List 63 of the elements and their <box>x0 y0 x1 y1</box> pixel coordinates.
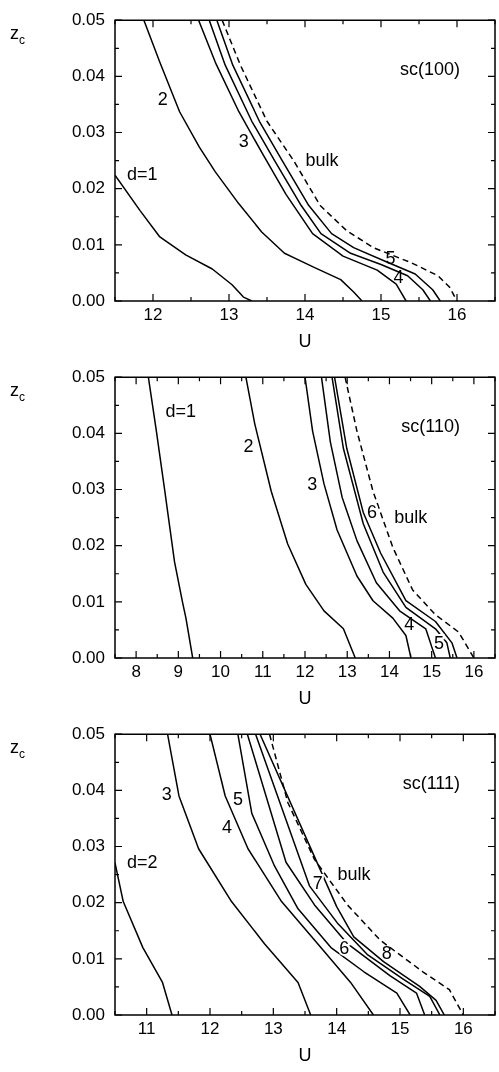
series-label: d=2 <box>127 851 158 872</box>
y-tick-label: 0.01 <box>71 234 105 254</box>
x-tick-label: 14 <box>295 304 315 324</box>
series-label: bulk <box>394 506 429 527</box>
series-label: 4 <box>221 816 232 837</box>
series-label: 3 <box>238 130 249 151</box>
annotation: sc(111) <box>402 773 460 794</box>
series-label: 6 <box>339 938 350 959</box>
x-tick-label: 13 <box>337 661 357 681</box>
x-tick-label: 10 <box>211 661 231 681</box>
x-tick-label: 14 <box>379 661 399 681</box>
annotation: sc(110) <box>401 416 460 437</box>
y-tick-label: 0.05 <box>71 366 105 386</box>
series-label: 5 <box>433 632 444 653</box>
x-tick-label: 13 <box>219 304 239 324</box>
annotation: sc(100) <box>399 59 460 80</box>
y-tick-label: 0.00 <box>71 1004 105 1024</box>
x-tick-label: 8 <box>131 661 141 681</box>
y-tick-label: 0.02 <box>71 535 105 555</box>
series-label: bulk <box>337 863 372 884</box>
x-axis-title: U <box>298 1045 312 1066</box>
series-label: 3 <box>161 784 172 805</box>
y-tick-label: 0.01 <box>71 591 105 611</box>
y-tick-label: 0.04 <box>71 780 105 800</box>
x-tick-label: 12 <box>200 1018 220 1038</box>
y-tick-label: 0.04 <box>71 66 105 86</box>
x-tick-label: 16 <box>447 304 467 324</box>
x-tick-label: 16 <box>453 1018 473 1038</box>
series-label: 6 <box>367 501 378 522</box>
series-label: 2 <box>243 436 254 457</box>
x-tick-label: 14 <box>327 1018 347 1038</box>
series-label: 8 <box>381 943 392 964</box>
x-tick-label: 15 <box>371 304 391 324</box>
y-tick-label: 0.02 <box>71 178 105 198</box>
y-tick-label: 0.03 <box>71 122 105 142</box>
x-axis-title: U <box>298 688 312 709</box>
y-tick-label: 0.03 <box>71 836 105 856</box>
series-label: 2 <box>157 88 168 109</box>
x-tick-label: 11 <box>253 661 272 681</box>
x-tick-label: 9 <box>173 661 184 681</box>
x-tick-label: 16 <box>464 661 484 681</box>
x-tick-label: 12 <box>295 661 315 681</box>
legend-label: d=1 <box>165 401 197 422</box>
x-tick-label: 13 <box>263 1018 283 1038</box>
y-tick-label: 0.02 <box>71 892 105 912</box>
series-label: 5 <box>233 788 244 809</box>
y-tick-label: 0.05 <box>71 723 105 743</box>
x-tick-label: 12 <box>143 304 163 324</box>
series-label: 7 <box>312 872 323 893</box>
y-tick-label: 0.00 <box>71 290 105 310</box>
x-tick-label: 15 <box>390 1018 410 1038</box>
y-tick-label: 0.04 <box>71 423 105 443</box>
x-tick-label: 11 <box>137 1018 156 1038</box>
series-label: d=1 <box>127 164 158 185</box>
y-tick-label: 0.03 <box>71 479 105 499</box>
x-axis-title: U <box>298 331 312 352</box>
series-label: 3 <box>307 473 318 494</box>
series-label: 4 <box>404 614 415 635</box>
x-tick-label: 15 <box>422 661 442 681</box>
y-tick-label: 0.05 <box>71 9 105 29</box>
y-tick-label: 0.01 <box>71 948 105 968</box>
series-label: bulk <box>305 149 340 170</box>
y-tick-label: 0.00 <box>71 647 105 667</box>
